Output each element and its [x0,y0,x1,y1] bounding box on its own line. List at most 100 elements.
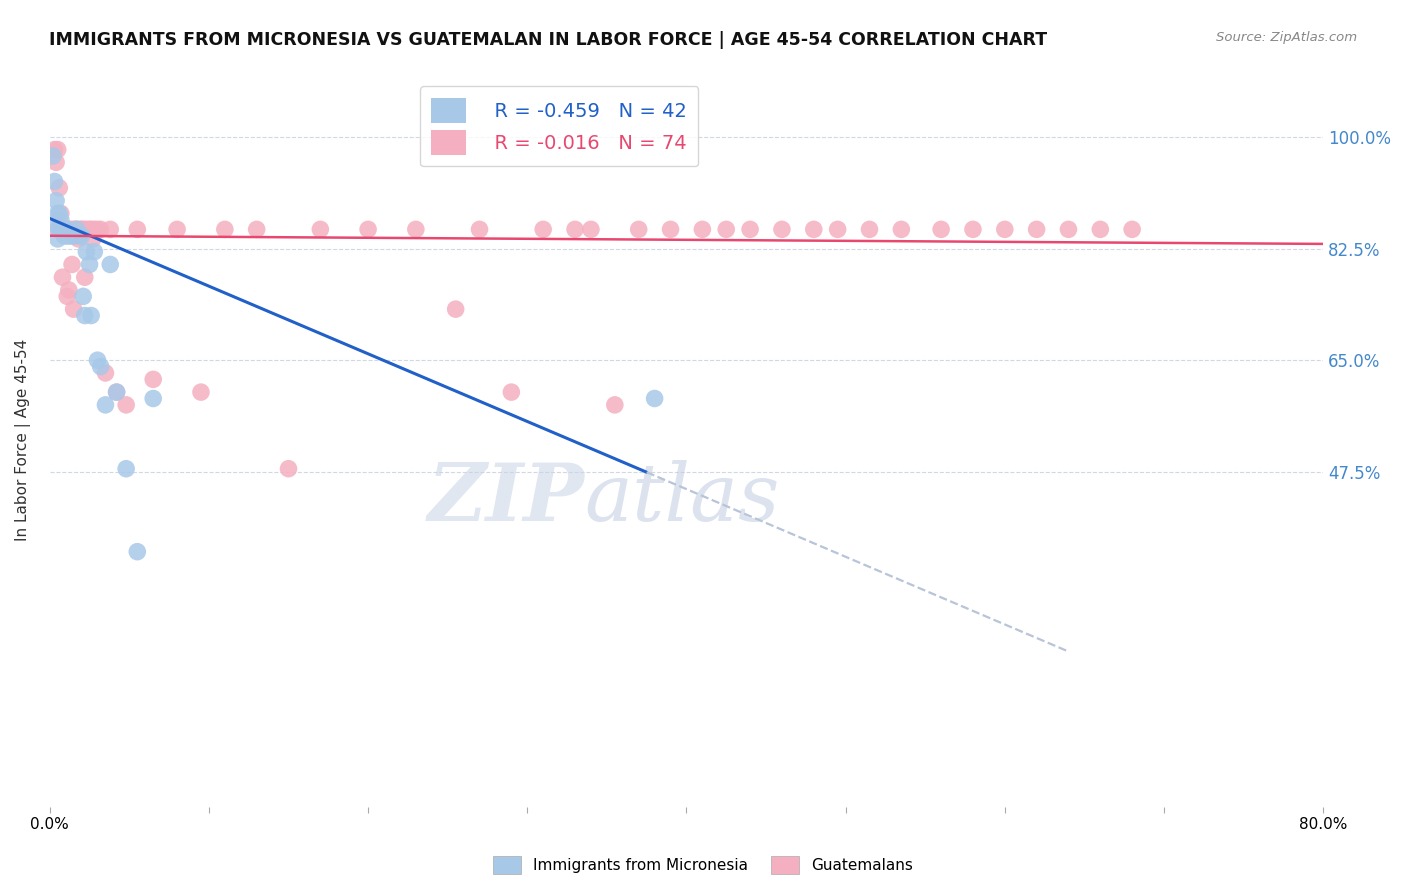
Point [803,222,825,236]
Point [142,372,165,386]
Point [73,309,96,323]
Point [63,228,86,243]
Point [44,143,66,157]
Point [48,206,70,220]
Point [75,222,97,236]
Point [49,222,72,236]
Point [62,302,84,317]
Point [94,398,117,412]
Point [58,228,80,243]
Point [48,181,70,195]
Point [405,222,427,236]
Point [86,353,108,368]
Point [127,544,149,558]
Point [603,398,626,412]
Point [53,222,76,236]
Point [69,222,91,236]
Point [740,222,762,236]
Text: ZIP: ZIP [427,460,585,538]
Point [67,232,90,246]
Point [49,222,72,236]
Point [994,222,1017,236]
Point [75,244,97,259]
Point [770,222,793,236]
Point [59,228,82,243]
Point [858,222,880,236]
Point [62,222,84,236]
Point [94,366,117,380]
Point [60,257,83,271]
Point [962,222,984,236]
Legend: Immigrants from Micronesia, Guatemalans: Immigrants from Micronesia, Guatemalans [488,850,918,880]
Point [468,222,491,236]
Point [51,270,73,285]
Point [1057,222,1080,236]
Point [166,222,188,236]
Point [63,222,86,236]
Point [70,228,93,243]
Point [86,222,108,236]
Point [890,222,912,236]
Point [98,257,121,271]
Point [46,222,69,236]
Point [79,222,101,236]
Point [44,174,66,188]
Point [56,228,79,243]
Point [214,222,236,236]
Point [72,289,94,303]
Point [1090,222,1112,236]
Text: Source: ZipAtlas.com: Source: ZipAtlas.com [1216,31,1357,45]
Point [83,222,105,236]
Point [46,232,69,246]
Point [501,385,523,400]
Point [357,222,380,236]
Point [51,222,73,236]
Point [142,392,165,406]
Point [59,222,82,236]
Point [51,222,73,236]
Point [80,222,103,236]
Point [90,222,112,236]
Point [56,222,79,236]
Point [105,385,128,400]
Point [60,228,83,243]
Point [55,222,77,236]
Point [115,398,138,412]
Point [659,222,682,236]
Point [72,222,94,236]
Point [51,222,73,236]
Point [66,222,89,236]
Point [127,222,149,236]
Point [58,222,80,236]
Point [309,222,332,236]
Point [56,289,79,303]
Point [56,222,79,236]
Point [73,270,96,285]
Point [45,194,67,208]
Point [98,222,121,236]
Point [45,155,67,169]
Point [827,222,849,236]
Point [55,228,77,243]
Point [46,143,69,157]
Point [46,206,69,220]
Point [46,219,69,234]
Point [531,222,554,236]
Point [627,222,650,236]
Point [246,222,269,236]
Point [67,228,90,243]
Legend:   R = -0.459   N = 42,   R = -0.016   N = 74: R = -0.459 N = 42, R = -0.016 N = 74 [420,87,699,167]
Point [53,222,76,236]
Point [48,222,70,236]
Point [42,149,65,163]
Text: atlas: atlas [585,460,780,538]
Point [82,232,104,246]
Point [716,222,738,236]
Point [70,222,93,236]
Point [53,228,76,243]
Point [53,222,76,236]
Point [692,222,714,236]
Point [80,309,103,323]
Point [55,222,77,236]
Point [579,222,602,236]
